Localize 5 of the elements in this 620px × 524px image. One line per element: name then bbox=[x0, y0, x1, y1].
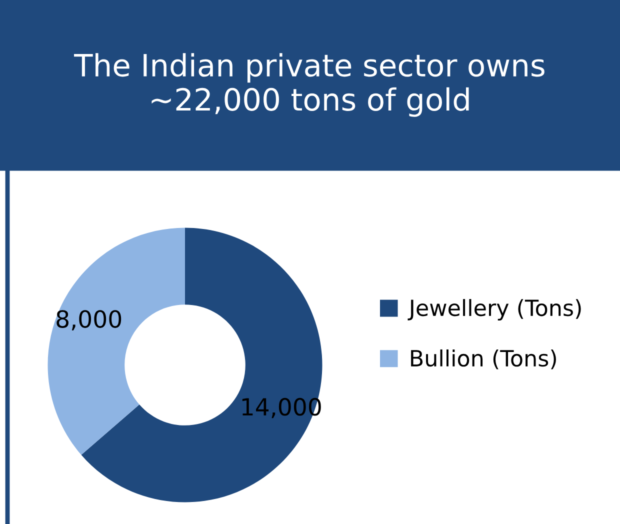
data-label: 8,000 bbox=[56, 310, 122, 330]
legend-label: Bullion (Tons) bbox=[411, 349, 556, 370]
legend-label: Jewellery (Tons) bbox=[408, 299, 581, 321]
donut-slice bbox=[48, 228, 185, 455]
chart-title: The Indian private sector owns ~22,000 tons of gold bbox=[74, 53, 544, 117]
